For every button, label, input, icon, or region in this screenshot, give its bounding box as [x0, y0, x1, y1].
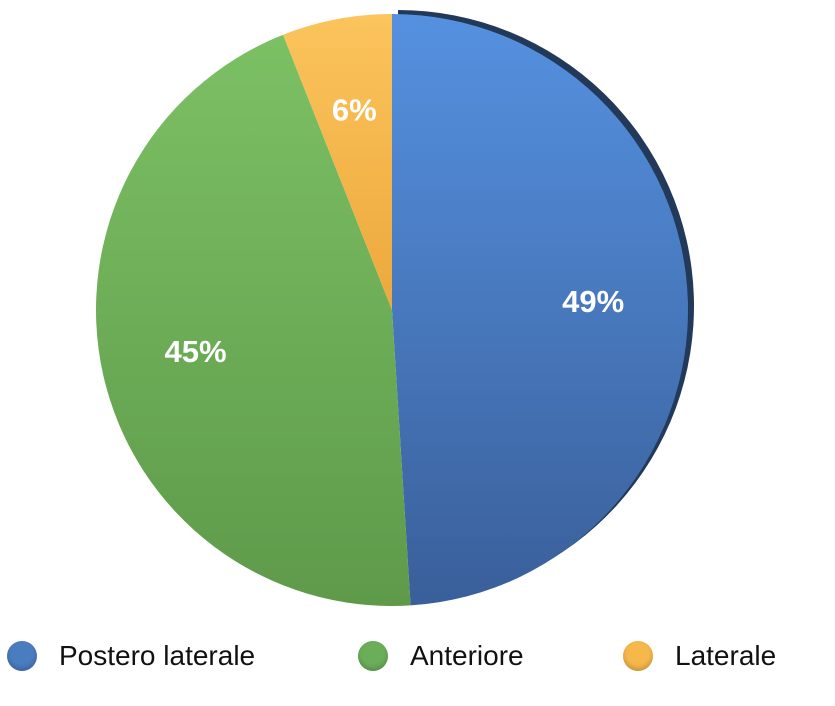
pie-slice-anteriore — [95, 34, 411, 607]
data-label-laterale: 6% — [332, 92, 377, 127]
legend-item-anteriore: Anteriore — [358, 636, 524, 676]
legend-label-laterale: Laterale — [675, 640, 777, 671]
pie-slice-laterale — [283, 14, 392, 310]
legend: Postero laterale Anteriore Laterale — [0, 636, 835, 676]
legend-label-postero-laterale: Postero laterale — [59, 640, 256, 671]
data-label-postero-laterale: 49% — [562, 284, 624, 319]
legend-swatch-laterale — [623, 641, 653, 671]
pie-slice-postero-laterale — [392, 14, 689, 606]
legend-label-anteriore: Anteriore — [410, 640, 524, 671]
legend-swatch-anteriore — [358, 641, 388, 671]
legend-item-laterale: Laterale — [623, 636, 776, 676]
legend-item-postero-laterale: Postero laterale — [7, 636, 255, 676]
pie-data-labels: 49% 45% 6% — [165, 92, 625, 369]
data-label-anteriore: 45% — [165, 334, 227, 369]
legend-swatch-postero-laterale — [7, 641, 37, 671]
pie-slices — [95, 14, 689, 607]
